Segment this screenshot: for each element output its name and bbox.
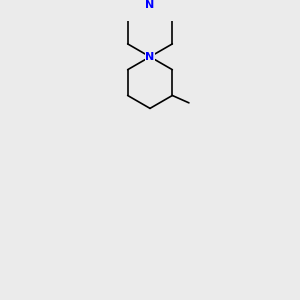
Text: N: N <box>146 52 154 62</box>
Text: N: N <box>146 0 154 10</box>
